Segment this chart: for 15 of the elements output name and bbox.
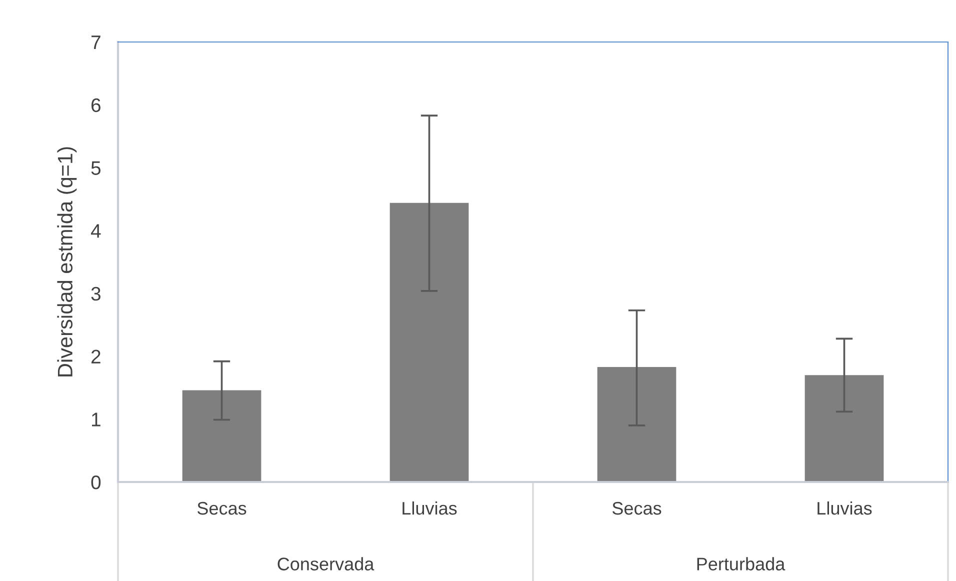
y-tick-label: 0: [91, 475, 101, 490]
y-tick-label: 3: [91, 286, 100, 301]
x-tick-label: Secas: [612, 502, 662, 515]
y-tick-label: 6: [92, 98, 100, 112]
text: Conservada: [278, 557, 374, 570]
text: Perturbada: [697, 557, 786, 570]
y-axis-title: Diversidad estmida (q=1): [57, 147, 77, 376]
x-tick-label: Lluvias: [402, 501, 457, 515]
y-tick-label: 1: [92, 412, 100, 426]
y-tick-label: 7: [92, 36, 100, 50]
y-tick-label: 5: [91, 161, 101, 175]
x-tick-label: Lluvias: [818, 501, 872, 515]
x-tick-label: Secas: [197, 502, 246, 515]
y-tick-label: 4: [90, 224, 101, 238]
y-tick-label: 2: [92, 350, 100, 364]
